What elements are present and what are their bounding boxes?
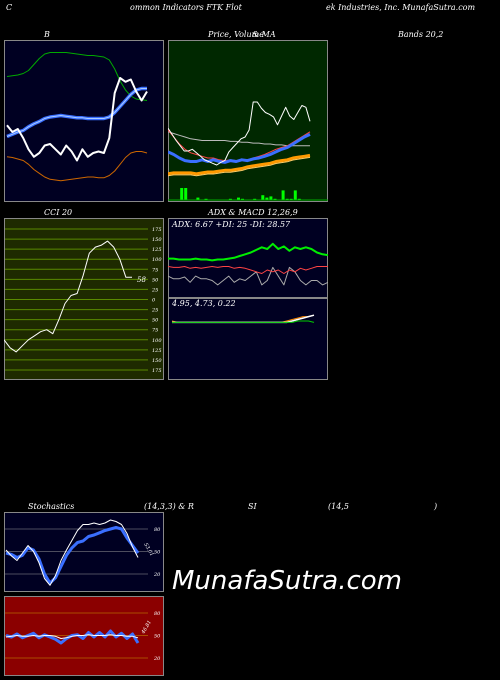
adx-minus-di — [168, 266, 328, 286]
cci-level-label: 75 — [152, 267, 158, 273]
volume-bar — [184, 188, 188, 201]
cci-level-label: 125 — [152, 348, 162, 354]
rsi-line — [5, 629, 140, 645]
stoch-k-line — [5, 519, 139, 586]
stoch-level-label: 20 — [153, 572, 161, 578]
header-c: C — [6, 3, 13, 12]
boll-lower-band — [6, 151, 148, 182]
cci-panel: 175 150 125 100 75 50 25 0 25 50 75 100 125 150 175 58 — [4, 218, 164, 380]
rsi-level-label: 80 — [154, 611, 161, 617]
pma-ma-orange-edge — [168, 156, 311, 177]
cci-line — [4, 240, 132, 353]
cci-level-label: 50 — [152, 318, 159, 324]
cci-level-label: 150 — [152, 358, 162, 364]
rsi-params: (14,5 — [328, 502, 349, 511]
pma-ma-blue — [168, 133, 311, 164]
cci-level-label: 175 — [152, 227, 162, 233]
cci-title: CCI 20 — [44, 208, 73, 217]
adx-plus-di — [168, 242, 328, 262]
volume-bar — [261, 195, 265, 201]
macd-info: 4.95, 4.73, 0.22 — [172, 299, 236, 308]
adx-macd-title: ADX & MACD 12,26,9 — [208, 208, 298, 217]
boll-price-line — [6, 77, 148, 162]
stoch-level-label: 80 — [154, 527, 161, 533]
watermark: MunafaSutra.com — [172, 566, 403, 596]
volume-bar — [180, 188, 184, 201]
rsi-close-paren: ) — [434, 502, 438, 511]
stoch-level-label: 50 — [154, 550, 161, 556]
volume-bar — [281, 190, 285, 201]
macd-panel — [168, 298, 328, 380]
stoch-params: (14,3,3) & R — [144, 502, 194, 511]
cci-level-label: 25 — [151, 287, 158, 293]
cci-level-label: 0 — [152, 298, 156, 304]
bollinger-title: B — [44, 30, 50, 39]
volume-bar — [293, 190, 297, 201]
price-ma-panel — [168, 40, 328, 202]
header-middle: ommon Indicators FTK Flot — [130, 3, 242, 12]
cci-level-label: 150 — [152, 237, 162, 243]
cci-level-label: 175 — [152, 368, 162, 374]
adx-line — [168, 266, 328, 274]
rsi-level-label: 50 — [154, 634, 161, 640]
pma-ma-orange — [168, 153, 311, 176]
rsi-title: SI — [248, 502, 257, 511]
cci-level-label: 25 — [151, 308, 158, 314]
boll-mid-band-highlight — [6, 88, 147, 137]
price-ma-title: & MA — [252, 30, 276, 39]
boll-upper-band — [6, 52, 148, 101]
stoch-d-line — [5, 526, 140, 585]
volume-bar — [237, 197, 240, 201]
cci-level-label: 50 — [152, 277, 159, 283]
pma-price-line — [168, 101, 311, 166]
macd-histogram — [172, 320, 315, 323]
volume-bar — [265, 197, 269, 201]
header-right: ek Industries, Inc. MunafaSutra.com — [326, 3, 476, 12]
cci-level-label: 75 — [152, 328, 158, 334]
adx-info: ADX: 6.67 +DI: 25 -DI: 28.57 — [172, 220, 291, 229]
cci-last-label: 58 — [137, 276, 146, 284]
stoch-title: Stochastics — [28, 502, 75, 511]
cci-level-label: 100 — [152, 257, 162, 263]
cci-level-label: 125 — [152, 247, 162, 253]
cci-level-label: 100 — [152, 338, 162, 344]
volume-bar — [196, 197, 200, 201]
bands-title: Bands 20,2 — [398, 30, 444, 39]
rsi-signal-line — [5, 634, 139, 639]
adx-panel — [168, 218, 328, 298]
rsi-level-label: 20 — [153, 656, 161, 662]
price-volume-title: Price, Volume — [208, 30, 264, 39]
bollinger-panel — [4, 40, 164, 202]
volume-bar — [269, 196, 273, 201]
